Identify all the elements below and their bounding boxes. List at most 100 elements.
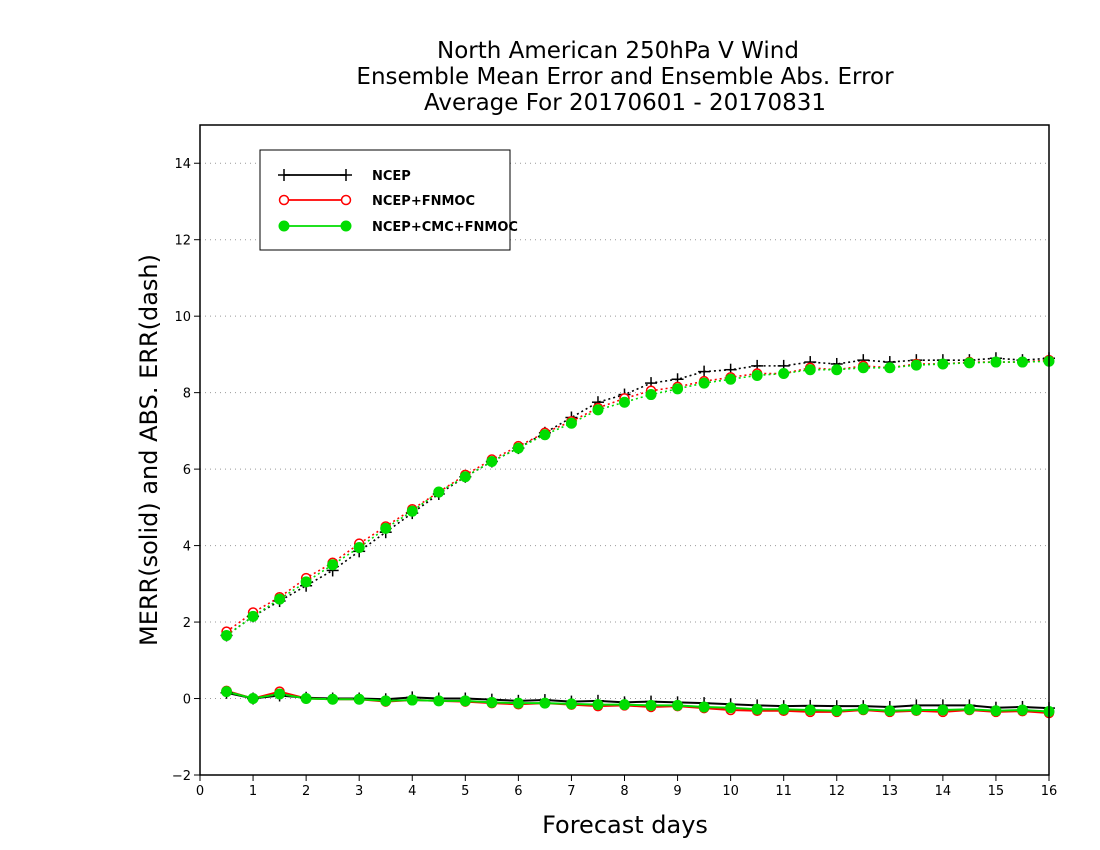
y-tick-label: 12 bbox=[174, 234, 191, 249]
abs-err-point-ncep-cmc-fnmoc bbox=[910, 359, 922, 371]
legend-label-ncep-cmc-fnmoc: NCEP+CMC+FNMOC bbox=[372, 220, 518, 235]
x-tick-label: 3 bbox=[355, 784, 363, 799]
merr-point-ncep-cmc-fnmoc bbox=[937, 704, 949, 716]
x-tick-label: 15 bbox=[988, 784, 1005, 799]
y-tick-label: 6 bbox=[183, 463, 191, 478]
abs-err-point-ncep-cmc-fnmoc bbox=[884, 362, 896, 374]
x-tick-label: 5 bbox=[461, 784, 469, 799]
merr-point-ncep-cmc-fnmoc bbox=[433, 695, 445, 707]
y-tick-label: 4 bbox=[183, 540, 191, 555]
abs-err-point-ncep-cmc-fnmoc bbox=[380, 522, 392, 534]
x-tick-label: 6 bbox=[514, 784, 522, 799]
merr-point-ncep-cmc-fnmoc bbox=[990, 705, 1002, 717]
merr-point-ncep-cmc-fnmoc bbox=[512, 697, 524, 709]
abs-err-point-ncep-cmc-fnmoc bbox=[512, 442, 524, 454]
merr-point-ncep-cmc-fnmoc bbox=[221, 686, 233, 698]
merr-point-ncep-cmc-fnmoc bbox=[725, 702, 737, 714]
abs-err-point-ncep-cmc-fnmoc bbox=[857, 362, 869, 374]
x-axis-label: Forecast days bbox=[542, 811, 708, 839]
legend-label-ncep: NCEP bbox=[372, 169, 411, 184]
merr-point-ncep-cmc-fnmoc bbox=[698, 701, 710, 713]
merr-point-ncep-cmc-fnmoc bbox=[672, 699, 684, 711]
chart-title-line-1: North American 250hPa V Wind bbox=[437, 38, 799, 64]
abs-err-point-ncep-cmc-fnmoc bbox=[327, 559, 339, 571]
x-tick-label: 4 bbox=[408, 784, 416, 799]
merr-point-ncep-cmc-fnmoc bbox=[539, 697, 551, 709]
abs-err-point-ncep-cmc-fnmoc bbox=[619, 396, 630, 408]
x-tick-label: 12 bbox=[828, 784, 845, 799]
merr-point-ncep-cmc-fnmoc bbox=[857, 703, 869, 715]
abs-err-point-ncep-cmc-fnmoc bbox=[937, 358, 949, 370]
x-tick-label: 8 bbox=[620, 784, 628, 799]
abs-err-point-ncep-cmc-fnmoc bbox=[459, 471, 471, 483]
x-tick-label: 7 bbox=[567, 784, 575, 799]
x-tick-label: 2 bbox=[302, 784, 310, 799]
abs-err-point-ncep-cmc-fnmoc bbox=[274, 593, 286, 605]
abs-err-point-ncep bbox=[698, 365, 711, 378]
merr-point-ncep-cmc-fnmoc bbox=[247, 693, 259, 705]
abs-err-point-ncep-cmc-fnmoc bbox=[592, 404, 604, 416]
y-tick-label: 2 bbox=[183, 616, 191, 631]
abs-err-point-ncep-cmc-fnmoc bbox=[406, 505, 418, 517]
x-tick-label: 13 bbox=[882, 784, 899, 799]
legend-marker-ncep-fnmoc bbox=[278, 194, 290, 206]
merr-point-ncep-cmc-fnmoc bbox=[831, 705, 843, 717]
merr-point-ncep-cmc-fnmoc bbox=[353, 693, 365, 705]
x-tick-label: 0 bbox=[196, 784, 204, 799]
abs-err-point-ncep-cmc-fnmoc bbox=[778, 368, 790, 380]
abs-err-point-ncep-cmc-fnmoc bbox=[672, 383, 684, 395]
legend-marker-ncep-cmc-fnmoc bbox=[278, 220, 290, 232]
merr-point-ncep-cmc-fnmoc bbox=[327, 693, 339, 705]
merr-point-ncep-cmc-fnmoc bbox=[486, 696, 498, 708]
legend-marker-ncep bbox=[340, 169, 352, 181]
legend-label-ncep-fnmoc: NCEP+FNMOC bbox=[372, 194, 475, 209]
abs-err-point-ncep-cmc-fnmoc bbox=[247, 610, 259, 622]
abs-err-point-ncep-cmc-fnmoc bbox=[565, 417, 577, 429]
abs-err-point-ncep-cmc-fnmoc bbox=[963, 357, 975, 369]
merr-point-ncep-cmc-fnmoc bbox=[406, 694, 418, 706]
y-tick-label: −2 bbox=[172, 769, 191, 784]
legend-marker-ncep-fnmoc bbox=[340, 194, 352, 206]
legend: NCEP NCEP+FNMOC NCEP+CMC+FNMOC bbox=[259, 149, 518, 251]
abs-err-point-ncep-cmc-fnmoc bbox=[645, 389, 657, 401]
chart-title-line-2: Ensemble Mean Error and Ensemble Abs. Er… bbox=[356, 64, 894, 90]
merr-point-ncep-cmc-fnmoc bbox=[804, 704, 816, 716]
abs-err-point-ncep-cmc-fnmoc bbox=[831, 364, 843, 376]
abs-err-point-ncep-cmc-fnmoc bbox=[539, 429, 551, 441]
abs-err-line-ncep-cmc-fnmoc bbox=[226, 360, 1050, 637]
legend-marker-ncep-cmc-fnmoc bbox=[340, 220, 352, 232]
y-tick-label: 14 bbox=[174, 157, 191, 172]
merr-point-ncep-cmc-fnmoc bbox=[963, 703, 975, 715]
chart-title-line-3: Average For 20170601 - 20170831 bbox=[424, 90, 826, 116]
y-axis-label: MERR(solid) and ABS. ERR(dash) bbox=[135, 254, 163, 646]
merr-point-ncep-cmc-fnmoc bbox=[619, 699, 630, 711]
abs-err-point-ncep-cmc-fnmoc bbox=[353, 542, 365, 553]
legend-marker-ncep bbox=[278, 169, 290, 181]
x-tick-label: 16 bbox=[1041, 784, 1058, 799]
abs-err-point-ncep-cmc-fnmoc bbox=[698, 377, 710, 389]
y-tick-label: 0 bbox=[183, 693, 191, 708]
y-tick-label: 10 bbox=[174, 310, 191, 325]
merr-point-ncep-cmc-fnmoc bbox=[459, 695, 471, 707]
merr-point-ncep-cmc-fnmoc bbox=[884, 705, 896, 717]
merr-point-ncep-cmc-fnmoc bbox=[1016, 704, 1028, 716]
abs-err-point-ncep-cmc-fnmoc bbox=[486, 455, 498, 467]
merr-point-ncep-cmc-fnmoc bbox=[645, 699, 657, 711]
x-tick-label: 10 bbox=[722, 784, 739, 799]
abs-err-point-ncep-cmc-fnmoc bbox=[990, 356, 1002, 368]
abs-err-point-ncep-cmc-fnmoc bbox=[725, 373, 737, 385]
x-tick-label: 11 bbox=[775, 784, 792, 799]
merr-point-ncep-cmc-fnmoc bbox=[910, 704, 922, 716]
abs-err-point-ncep-cmc-fnmoc bbox=[300, 576, 312, 588]
series-markers bbox=[220, 352, 1055, 719]
x-tick-label: 1 bbox=[249, 784, 257, 799]
abs-err-line-ncep-fnmoc bbox=[226, 359, 1050, 633]
merr-point-ncep-cmc-fnmoc bbox=[380, 695, 392, 707]
abs-err-line-ncep bbox=[226, 357, 1050, 637]
merr-point-ncep-cmc-fnmoc bbox=[778, 703, 790, 715]
abs-err-point-ncep-cmc-fnmoc bbox=[804, 364, 816, 376]
abs-err-point-ncep-cmc-fnmoc bbox=[433, 486, 445, 498]
